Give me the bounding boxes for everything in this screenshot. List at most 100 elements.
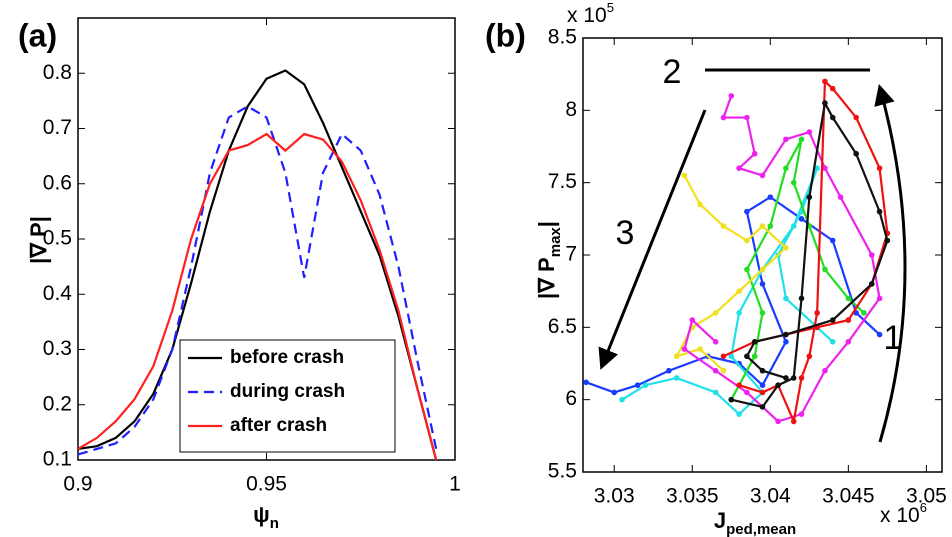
data-point	[829, 85, 836, 92]
x-tick-label: 3.045	[822, 485, 875, 508]
data-point	[814, 310, 820, 316]
data-point	[783, 165, 789, 171]
data-point	[783, 244, 789, 251]
multiplier-exponent: 5	[607, 0, 614, 15]
multiplier-base: x 10	[567, 4, 607, 27]
x-tick-label: 3.035	[666, 485, 719, 508]
panel-label: (b)	[485, 17, 526, 53]
data-point	[783, 331, 789, 338]
y-tick-label: 8.5	[548, 26, 577, 49]
data-point	[736, 165, 742, 171]
data-point	[666, 367, 672, 374]
data-point	[681, 172, 688, 179]
data-point	[736, 310, 742, 316]
data-point	[783, 375, 789, 381]
data-point	[845, 295, 852, 302]
data-point	[775, 382, 781, 389]
data-point	[736, 382, 742, 389]
y-tick-label: 6	[565, 387, 577, 410]
data-point	[798, 136, 805, 143]
data-point	[759, 223, 766, 229]
data-point	[806, 129, 813, 135]
data-point	[751, 339, 758, 345]
data-point	[728, 93, 735, 99]
data-point	[775, 418, 781, 425]
series-line	[77, 105, 438, 456]
y-tick-label: 6.5	[548, 315, 577, 338]
data-point	[783, 136, 789, 143]
data-point	[712, 389, 719, 396]
y-tick-label: 0.7	[43, 116, 72, 139]
data-point	[814, 165, 820, 171]
data-point	[583, 379, 589, 386]
y-tick-label: 0.4	[43, 282, 73, 305]
data-point	[829, 339, 836, 345]
series-line	[77, 132, 438, 461]
series-line	[674, 174, 788, 372]
y-tick-label: 0.5	[43, 227, 72, 250]
data-point	[619, 396, 625, 403]
x-axis-label-part: J	[714, 508, 726, 533]
annotation: 3	[616, 214, 635, 252]
data-point	[767, 223, 774, 229]
y-axis-label: |∇ P|	[26, 216, 51, 264]
legend-label: before crash	[230, 347, 344, 368]
series-line	[723, 78, 889, 426]
y-tick-label: 7	[565, 243, 577, 266]
data-point	[744, 353, 750, 360]
data-point	[681, 346, 688, 352]
data-point	[845, 317, 852, 323]
legend-label: after crash	[230, 415, 327, 436]
data-point	[728, 396, 735, 403]
data-point	[783, 339, 789, 345]
y-tick-label: 8	[565, 98, 577, 121]
y-tick-label: 0.6	[43, 171, 72, 194]
data-point	[798, 375, 805, 381]
data-point	[642, 382, 649, 389]
data-point	[868, 252, 875, 258]
data-point	[759, 310, 766, 316]
data-point	[783, 295, 789, 302]
y-axis-label-part: max	[547, 227, 564, 258]
data-point	[876, 331, 883, 338]
data-point	[759, 266, 766, 273]
data-point	[720, 114, 727, 121]
y-tick-label: 0.3	[43, 337, 72, 360]
data-point	[829, 114, 836, 121]
data-point	[744, 114, 750, 121]
data-point	[759, 367, 766, 374]
series-line	[621, 167, 834, 416]
y-tick-label: 7.5	[548, 170, 577, 193]
annotation: 2	[663, 53, 682, 91]
data-point	[697, 201, 703, 208]
data-point	[611, 389, 618, 396]
y-tick-label: 0.8	[43, 61, 72, 84]
data-point	[689, 317, 696, 323]
data-point	[798, 216, 805, 222]
data-point	[697, 346, 703, 352]
data-point	[876, 165, 883, 171]
x-tick-label: 3.03	[594, 485, 635, 508]
data-point	[728, 353, 735, 360]
x-tick-label: 0.95	[246, 473, 287, 496]
data-point	[845, 339, 852, 345]
data-point	[744, 266, 750, 273]
data-point	[853, 114, 859, 121]
x-tick-label: 3.04	[750, 485, 791, 508]
data-point	[759, 281, 766, 287]
data-point	[759, 404, 766, 410]
data-point	[868, 281, 875, 287]
data-point	[759, 172, 766, 179]
arrow-1	[874, 83, 907, 443]
data-point	[822, 78, 828, 85]
data-point	[736, 288, 742, 294]
data-point	[744, 208, 750, 215]
annotation: 1	[884, 319, 903, 357]
x-axis-label-part: n	[270, 515, 279, 532]
data-point	[790, 223, 797, 229]
data-point	[673, 375, 680, 381]
x-axis-label-part: ψ	[253, 502, 270, 527]
data-point	[822, 367, 828, 374]
data-point	[798, 295, 805, 302]
data-point	[744, 237, 750, 244]
